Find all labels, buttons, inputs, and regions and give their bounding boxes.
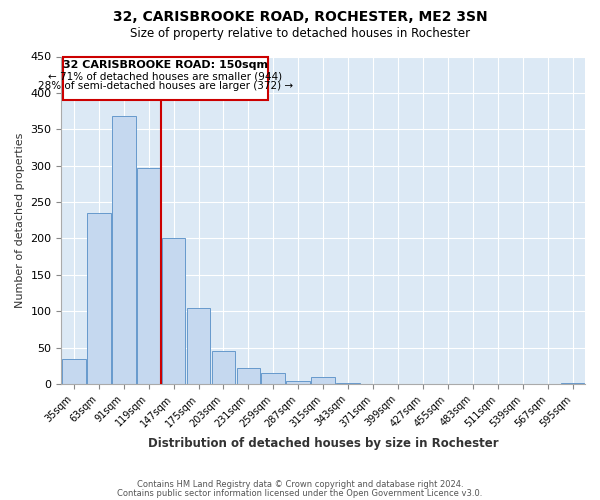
Text: ← 71% of detached houses are smaller (944): ← 71% of detached houses are smaller (94… — [49, 71, 283, 81]
Text: 28% of semi-detached houses are larger (372) →: 28% of semi-detached houses are larger (… — [38, 81, 293, 91]
Bar — [137, 168, 161, 384]
Bar — [87, 213, 110, 384]
Bar — [162, 238, 185, 384]
FancyBboxPatch shape — [62, 56, 268, 100]
Text: Size of property relative to detached houses in Rochester: Size of property relative to detached ho… — [130, 28, 470, 40]
X-axis label: Distribution of detached houses by size in Rochester: Distribution of detached houses by size … — [148, 437, 499, 450]
Text: 32 CARISBROOKE ROAD: 150sqm: 32 CARISBROOKE ROAD: 150sqm — [63, 60, 268, 70]
Text: 32, CARISBROOKE ROAD, ROCHESTER, ME2 3SN: 32, CARISBROOKE ROAD, ROCHESTER, ME2 3SN — [113, 10, 487, 24]
Bar — [262, 373, 285, 384]
Text: Contains HM Land Registry data © Crown copyright and database right 2024.: Contains HM Land Registry data © Crown c… — [137, 480, 463, 489]
Bar — [236, 368, 260, 384]
Bar — [212, 352, 235, 384]
Bar — [112, 116, 136, 384]
Bar — [187, 308, 211, 384]
Bar — [62, 358, 86, 384]
Y-axis label: Number of detached properties: Number of detached properties — [15, 132, 25, 308]
Bar — [560, 382, 584, 384]
Text: Contains public sector information licensed under the Open Government Licence v3: Contains public sector information licen… — [118, 488, 482, 498]
Bar — [311, 377, 335, 384]
Bar — [286, 381, 310, 384]
